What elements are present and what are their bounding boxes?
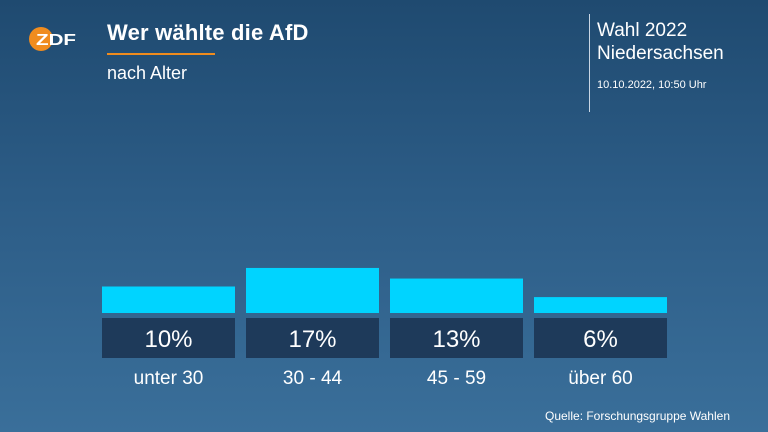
value-box-2	[390, 318, 523, 358]
value-label-0: 10%	[144, 326, 192, 353]
category-label-3: über 60	[568, 368, 632, 389]
election-name: Wahl 2022	[597, 20, 688, 41]
title-underline	[107, 53, 215, 55]
timestamp: 10.10.2022, 10:50 Uhr	[597, 79, 707, 91]
source-note: Quelle: Forschungsgruppe Wahlen	[545, 409, 730, 423]
value-box-1	[246, 318, 379, 358]
value-box-0	[102, 318, 235, 358]
value-label-1: 17%	[288, 326, 336, 353]
header-divider	[589, 14, 590, 112]
chart-subtitle: nach Alter	[107, 63, 188, 83]
bar-0	[102, 286, 235, 313]
election-region: Niedersachsen	[597, 43, 724, 64]
zdf-logo: ZDF	[29, 27, 76, 51]
value-label-2: 13%	[432, 326, 480, 353]
bar-2	[390, 278, 523, 313]
value-label-3: 6%	[583, 326, 618, 353]
zdf-logo-text: ZDF	[36, 32, 76, 49]
election-info: Wahl 2022 Niedersachsen	[597, 19, 724, 65]
bar-3	[534, 297, 667, 313]
chart-title: Wer wählte die AfD	[107, 20, 309, 45]
bar-1	[246, 267, 379, 313]
value-box-3	[534, 318, 667, 358]
category-label-0: unter 30	[134, 368, 204, 389]
category-label-1: 30 - 44	[283, 368, 343, 389]
category-label-2: 45 - 59	[427, 368, 486, 389]
